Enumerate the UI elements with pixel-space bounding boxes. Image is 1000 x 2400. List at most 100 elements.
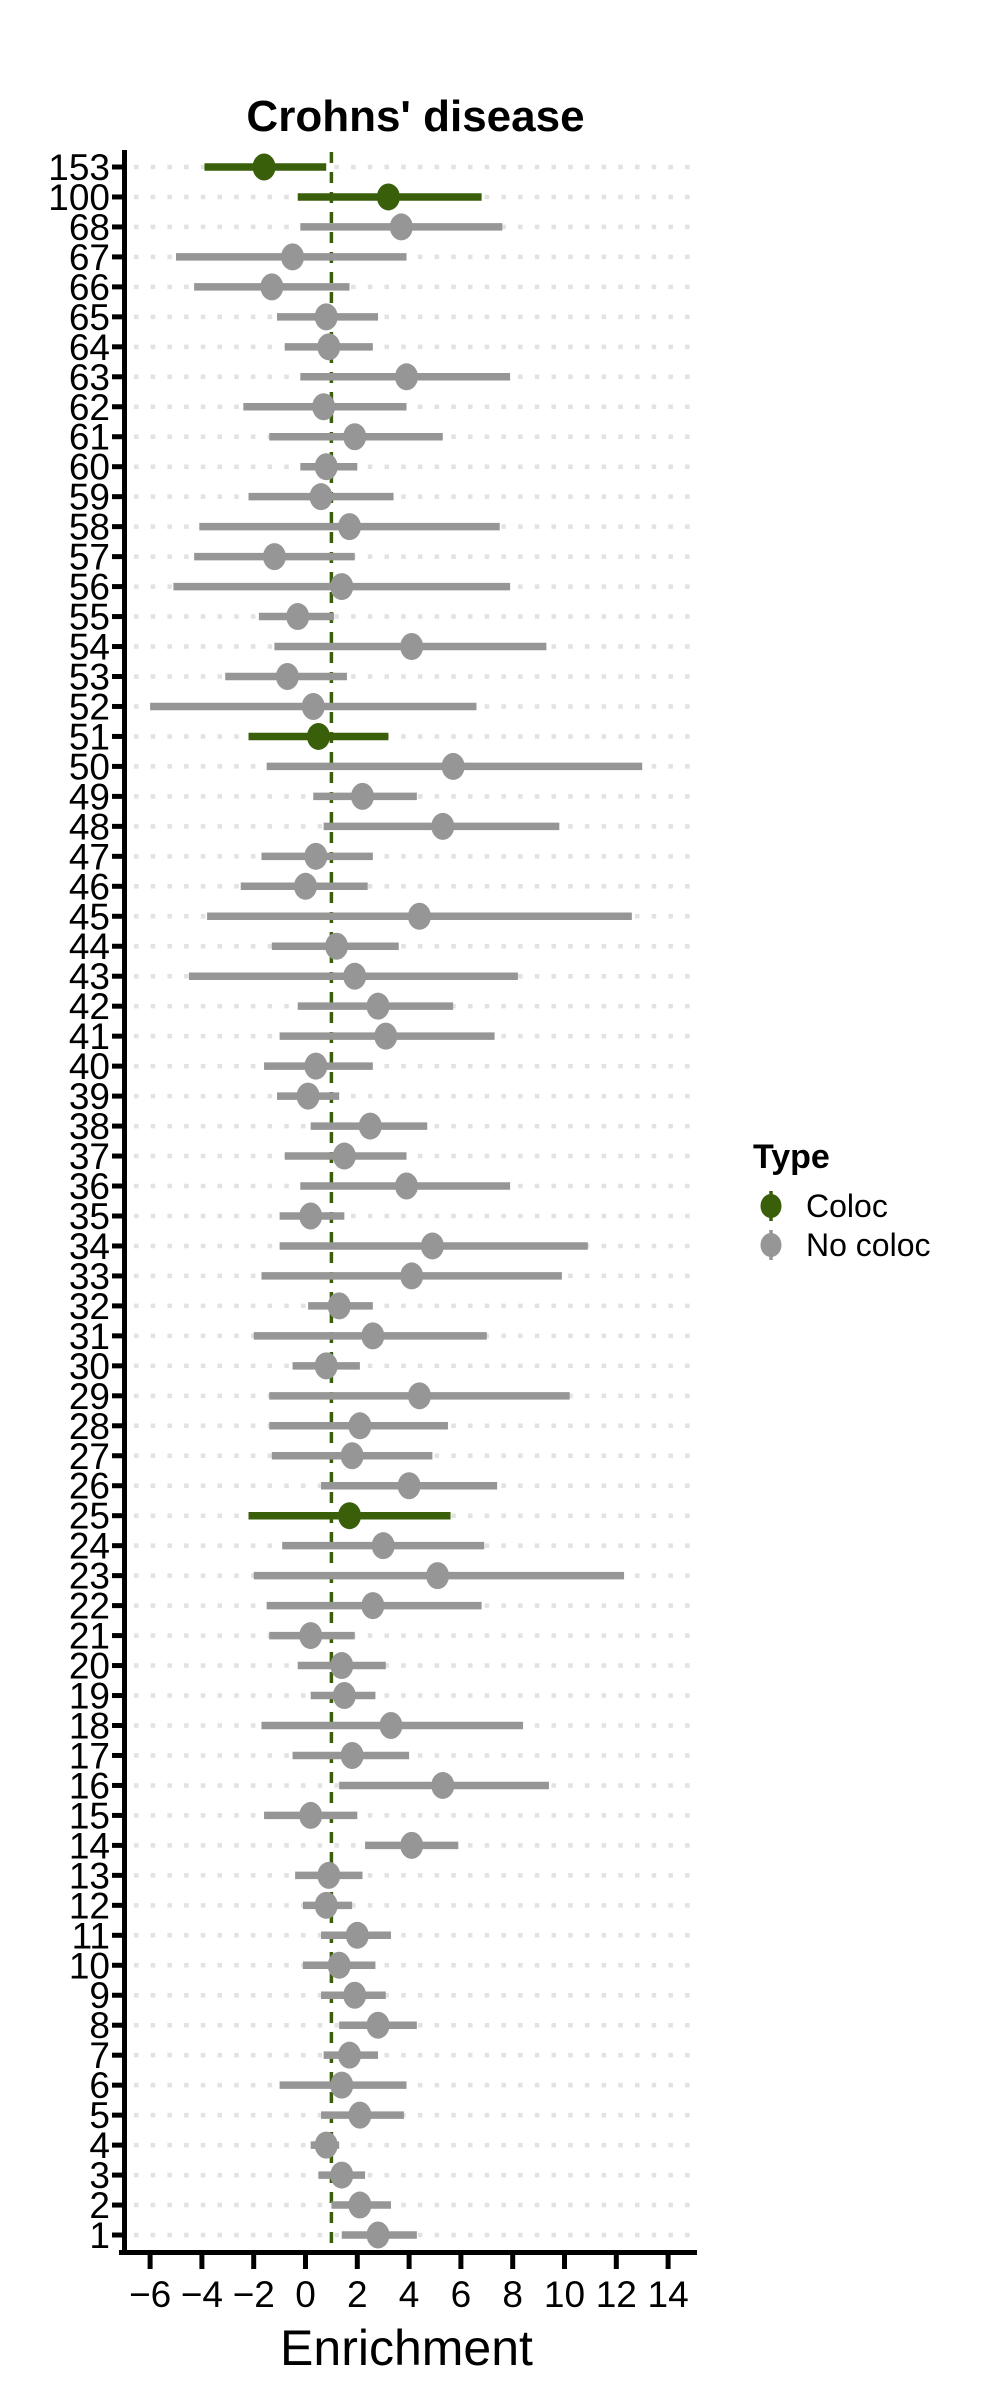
- point-row-30: [314, 1352, 338, 1380]
- point-row-41: [374, 1022, 398, 1050]
- y-axis-tick-label: 60: [69, 447, 110, 488]
- point-row-40: [304, 1052, 328, 1080]
- point-row-45: [407, 902, 431, 930]
- y-axis-tick-label: 36: [69, 1166, 110, 1207]
- point-row-51: [306, 722, 330, 750]
- point-row-6: [330, 2071, 354, 2099]
- point-row-31: [361, 1322, 385, 1350]
- point-row-44: [325, 932, 349, 960]
- point-row-153: [252, 153, 276, 181]
- x-axis-tick-label: −6: [129, 2274, 171, 2315]
- y-axis-tick-label: 38: [69, 1106, 110, 1147]
- point-row-43: [343, 962, 367, 990]
- point-row-47: [304, 842, 328, 870]
- point-row-48: [431, 812, 455, 840]
- y-axis-tick-label: 29: [69, 1376, 110, 1417]
- point-row-2: [348, 2191, 372, 2219]
- y-axis-tick-label: 43: [69, 956, 110, 997]
- y-axis-tick-label: 40: [69, 1046, 110, 1087]
- y-axis-tick-label: 16: [69, 1765, 110, 1806]
- point-row-54: [400, 633, 424, 661]
- x-axis-tick-label: −4: [181, 2274, 223, 2315]
- y-axis-tick-label: 57: [69, 537, 110, 578]
- y-axis-tick-label: 67: [69, 237, 110, 278]
- point-row-14: [400, 1831, 424, 1859]
- legend-key-point-no-coloc: [760, 1233, 782, 1257]
- point-row-53: [275, 663, 299, 690]
- y-axis-tick-label: 26: [69, 1466, 110, 1507]
- y-axis-tick-label: 19: [69, 1676, 110, 1717]
- point-row-100: [376, 183, 400, 211]
- point-row-34: [420, 1232, 444, 1260]
- point-row-28: [348, 1412, 372, 1440]
- point-row-29: [407, 1382, 431, 1410]
- y-axis-tick-label: 1: [89, 2215, 110, 2256]
- point-row-52: [301, 692, 325, 720]
- x-axis-tick-label: 8: [502, 2274, 523, 2315]
- y-axis-tick-label: 17: [69, 1735, 110, 1776]
- point-row-27: [340, 1442, 364, 1470]
- x-axis-tick-label: 0: [295, 2274, 316, 2315]
- point-row-25: [338, 1502, 362, 1530]
- y-axis-tick-label: 58: [69, 507, 110, 548]
- y-axis-tick-label: 2: [89, 2185, 110, 2226]
- y-axis-tick-label: 5: [89, 2095, 110, 2136]
- point-row-68: [389, 213, 413, 241]
- y-axis-tick-label: 54: [69, 627, 110, 668]
- point-row-57: [262, 543, 286, 571]
- y-axis-tick-label: 23: [69, 1556, 110, 1597]
- y-axis-tick-label: 61: [69, 417, 110, 458]
- point-row-19: [332, 1682, 356, 1710]
- x-axis-tick-label: 12: [596, 2274, 637, 2315]
- point-row-37: [332, 1142, 356, 1170]
- x-axis-tick-label: 4: [399, 2274, 420, 2315]
- y-axis-tick-label: 46: [69, 866, 110, 907]
- point-row-49: [350, 782, 374, 810]
- y-axis-tick-label: 14: [69, 1825, 110, 1866]
- y-axis-tick-label: 47: [69, 836, 110, 877]
- point-row-60: [314, 453, 338, 481]
- y-axis-tick-label: 50: [69, 746, 110, 787]
- point-row-16: [431, 1771, 455, 1799]
- legend-item-label: No coloc: [806, 1227, 931, 1263]
- y-axis-tick-label: 34: [69, 1226, 110, 1267]
- y-axis-tick-label: 56: [69, 567, 110, 608]
- y-axis-tick-label: 51: [69, 716, 110, 757]
- y-axis-tick-label: 62: [69, 387, 110, 428]
- point-row-46: [294, 872, 317, 900]
- point-row-62: [312, 393, 336, 421]
- y-axis-tick-label: 52: [69, 686, 110, 727]
- x-axis-tick-label: 10: [544, 2274, 585, 2315]
- y-axis-tick-label: 8: [89, 2005, 110, 2046]
- x-axis-tick-label: 6: [451, 2274, 472, 2315]
- y-axis-tick-label: 11: [72, 1915, 110, 1956]
- point-row-3: [330, 2161, 354, 2189]
- x-axis-title: Enrichment: [280, 2320, 533, 2376]
- point-row-67: [281, 243, 305, 271]
- point-row-20: [330, 1652, 354, 1680]
- point-row-50: [441, 752, 465, 780]
- point-row-7: [338, 2041, 362, 2069]
- y-axis-tick-label: 49: [69, 776, 110, 817]
- y-axis-tick-label: 63: [69, 357, 110, 398]
- y-axis-tick-label: 153: [48, 147, 110, 188]
- legend-key-point-coloc: [760, 1194, 782, 1218]
- point-row-58: [338, 513, 362, 541]
- point-row-61: [343, 423, 367, 451]
- point-row-11: [345, 1921, 369, 1949]
- y-axis-tick-label: 31: [69, 1316, 110, 1357]
- y-axis-tick-label: 53: [69, 657, 110, 698]
- y-axis-tick-label: 28: [69, 1406, 110, 1447]
- y-axis-tick-label: 48: [69, 806, 110, 847]
- point-row-66: [260, 273, 284, 301]
- point-row-59: [309, 483, 333, 511]
- y-axis-tick-label: 42: [69, 986, 110, 1027]
- point-row-38: [358, 1112, 382, 1140]
- point-row-63: [395, 363, 419, 391]
- y-axis-tick-label: 32: [69, 1286, 110, 1327]
- point-row-32: [327, 1292, 351, 1320]
- point-row-18: [379, 1712, 403, 1739]
- y-axis-tick-label: 22: [69, 1586, 110, 1627]
- point-row-21: [299, 1622, 323, 1650]
